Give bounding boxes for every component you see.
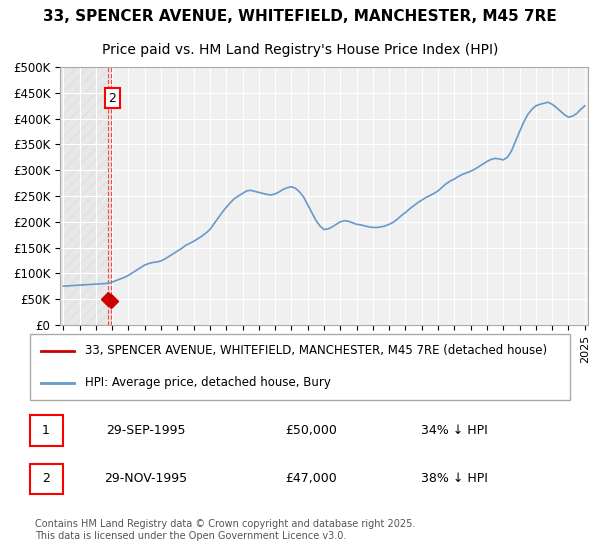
Text: Contains HM Land Registry data © Crown copyright and database right 2025.
This d: Contains HM Land Registry data © Crown c… xyxy=(35,519,415,541)
Text: 2: 2 xyxy=(109,92,116,105)
FancyBboxPatch shape xyxy=(29,416,62,446)
Text: 34% ↓ HPI: 34% ↓ HPI xyxy=(421,424,488,437)
Text: 29-SEP-1995: 29-SEP-1995 xyxy=(106,424,185,437)
FancyBboxPatch shape xyxy=(29,334,571,400)
Text: £47,000: £47,000 xyxy=(285,472,337,486)
Text: £50,000: £50,000 xyxy=(285,424,337,437)
Text: 33, SPENCER AVENUE, WHITEFIELD, MANCHESTER, M45 7RE (detached house): 33, SPENCER AVENUE, WHITEFIELD, MANCHEST… xyxy=(85,344,547,357)
Text: 29-NOV-1995: 29-NOV-1995 xyxy=(104,472,187,486)
Text: HPI: Average price, detached house, Bury: HPI: Average price, detached house, Bury xyxy=(85,376,331,389)
Text: Price paid vs. HM Land Registry's House Price Index (HPI): Price paid vs. HM Land Registry's House … xyxy=(102,44,498,58)
Text: 2: 2 xyxy=(42,472,50,486)
Text: 38% ↓ HPI: 38% ↓ HPI xyxy=(421,472,488,486)
FancyBboxPatch shape xyxy=(29,464,62,494)
Text: 33, SPENCER AVENUE, WHITEFIELD, MANCHESTER, M45 7RE: 33, SPENCER AVENUE, WHITEFIELD, MANCHEST… xyxy=(43,10,557,24)
Text: 1: 1 xyxy=(42,424,50,437)
